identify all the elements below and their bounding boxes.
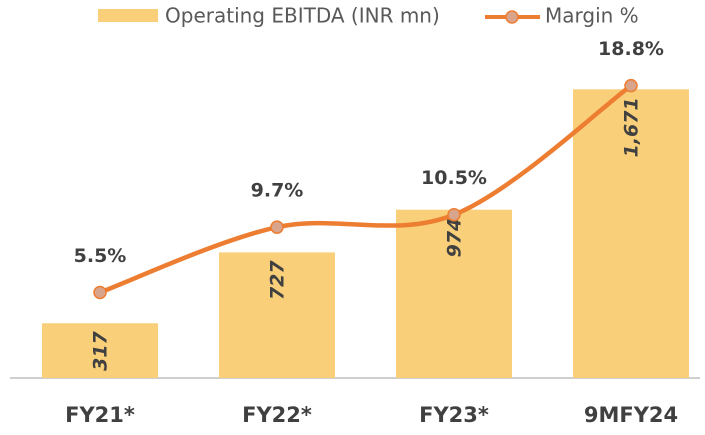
bar-value-label: 974	[444, 218, 466, 258]
x-tick-label: 9MFY24	[584, 403, 678, 427]
line-value-label: 9.7%	[251, 180, 304, 202]
marker	[624, 78, 638, 93]
legend-label: Operating EBITDA (INR mn)	[165, 4, 440, 28]
x-tick-label: FY23*	[419, 403, 489, 427]
bar	[573, 89, 689, 378]
line-value-label: 5.5%	[74, 245, 127, 267]
bar-value-label: 727	[267, 260, 289, 300]
legend-swatch	[98, 9, 158, 22]
x-tick-label: FY22*	[242, 403, 312, 427]
bar	[42, 323, 158, 378]
marker	[270, 220, 284, 234]
bar	[396, 209, 512, 378]
marker	[93, 285, 107, 300]
x-tick-label: FY21*	[65, 403, 135, 427]
bar	[219, 252, 335, 378]
bar-value-label: 1,671	[621, 97, 643, 157]
legend-label: Margin %	[545, 4, 639, 28]
legend-marker	[505, 10, 519, 24]
marker	[447, 207, 461, 222]
line-value-label: 10.5%	[421, 167, 487, 189]
line	[97, 83, 634, 295]
line-value-label: 18.8%	[598, 38, 664, 60]
bar-value-label: 317	[90, 330, 112, 370]
